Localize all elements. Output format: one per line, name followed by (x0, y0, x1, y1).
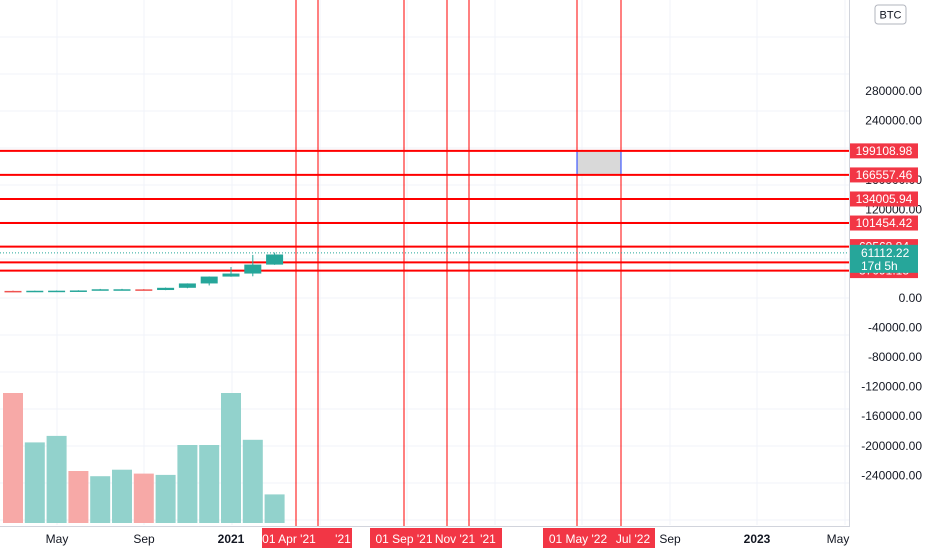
time-label: '21 (335, 532, 351, 546)
candlesticks (4, 252, 284, 293)
level-label-bg (850, 143, 918, 159)
candle-body (157, 287, 175, 291)
candle-body (178, 283, 196, 288)
price-axis[interactable]: 280000.00240000.00160000.00120000.000.00… (849, 0, 923, 527)
candle-6 (113, 288, 131, 291)
candle-body (4, 290, 22, 293)
time-label: Nov '21 (435, 532, 476, 546)
volume-bar-10 (199, 445, 220, 523)
candle-8 (157, 287, 175, 291)
candle-body (244, 264, 262, 274)
candle-body (48, 290, 66, 293)
time-axis[interactable]: May Sep 2021 01 Apr '21 '21 01 Sep '21 Nov '21… (0, 526, 850, 549)
time-label: May (827, 532, 850, 546)
time-label: Sep (133, 532, 155, 546)
candle-10 (200, 276, 218, 286)
level-label-bg (850, 167, 918, 183)
level-label-4[interactable]: 101454.42 (856, 216, 913, 230)
highlight-box[interactable] (576, 150, 622, 176)
price-tick-label: -200000.00 (861, 439, 922, 453)
symbol-badge-text: BTC (880, 10, 902, 22)
candle-body (200, 276, 218, 284)
volume-bar-3 (46, 435, 67, 523)
volume-bar-7 (133, 473, 154, 523)
price-tick-label: -120000.00 (861, 380, 922, 394)
volume-bars (3, 393, 285, 523)
level-label-3[interactable]: 134005.94 (856, 192, 913, 206)
time-label: 01 Sep '21 (375, 532, 432, 546)
highlight-rectangle[interactable] (576, 150, 622, 176)
volume-bar-9 (177, 445, 198, 523)
time-label: '21 (480, 532, 496, 546)
level-label-1[interactable]: 199108.98 (856, 144, 913, 158)
price-tick-label: -80000.00 (868, 350, 922, 364)
candle-12 (244, 254, 262, 277)
candle-body (26, 290, 44, 293)
volume-bar-4 (68, 471, 89, 523)
volume-bar-13 (264, 494, 285, 523)
candle-1 (4, 290, 22, 293)
volume-bar-12 (242, 439, 263, 523)
time-label: 01 Apr '21 (262, 532, 316, 546)
time-label: Jul '22 (616, 532, 651, 546)
volume-bar-8 (155, 474, 176, 523)
current-price-label[interactable]: 61112.22 (861, 246, 910, 260)
price-tick-label: -40000.00 (868, 321, 922, 335)
candle-9 (178, 283, 196, 289)
current-price-label-bg (850, 244, 918, 273)
time-label: Sep (659, 532, 681, 546)
time-label-bg (543, 528, 655, 548)
symbol-badge[interactable]: BTC (874, 4, 907, 25)
candle-2 (26, 290, 44, 293)
volume-bar-5 (90, 476, 111, 523)
candle-body (222, 273, 240, 277)
candle-body (266, 254, 284, 265)
price-tick-label: 0.00 (899, 291, 923, 305)
candle-body (113, 289, 131, 291)
time-label: May (46, 532, 69, 546)
time-label: 01 May '22 (549, 532, 608, 546)
level-label-2[interactable]: 166557.46 (856, 168, 913, 182)
time-label-bg (262, 528, 352, 548)
candle-7 (135, 289, 153, 291)
candle-4 (69, 290, 87, 292)
volume-bar-6 (112, 469, 132, 523)
candle-13 (266, 252, 284, 265)
volume-bar-1 (3, 393, 23, 523)
countdown-label: 17d 5h (861, 259, 898, 273)
vertical-lines[interactable] (295, 0, 622, 527)
volume-bar-11 (221, 393, 241, 523)
volume-bar-2 (24, 442, 45, 523)
candle-11 (222, 267, 240, 277)
candle-body (69, 290, 87, 292)
time-label: 2023 (744, 532, 771, 546)
candle-body (91, 289, 109, 291)
candle-3 (48, 290, 66, 293)
time-label-bg (370, 528, 502, 548)
time-label: 2021 (218, 532, 245, 546)
candle-body (135, 289, 153, 291)
price-tick-label: 240000.00 (865, 114, 922, 128)
price-tick-label: -160000.00 (861, 409, 922, 423)
price-tick-label: -240000.00 (861, 468, 922, 482)
candle-5 (91, 288, 109, 291)
level-label-bg (850, 215, 918, 231)
price-tick-label: 280000.00 (865, 84, 922, 98)
level-label-bg (850, 191, 918, 207)
horizontal-levels[interactable] (0, 149, 849, 272)
